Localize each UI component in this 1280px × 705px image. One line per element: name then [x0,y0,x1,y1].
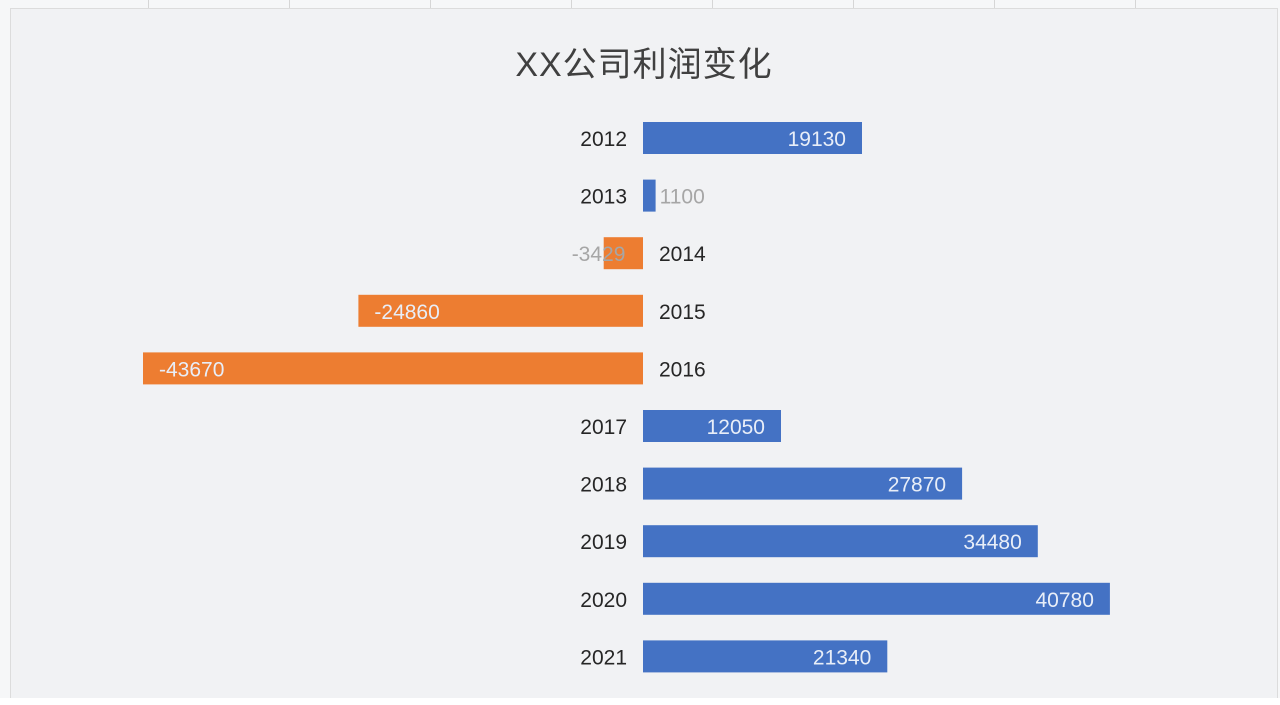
category-label-2012: 2012 [580,128,627,151]
category-label-2021: 2021 [580,646,627,669]
data-label-2013: 1100 [660,186,705,209]
sheet-gridline [571,0,572,10]
data-label-2019: 34480 [963,531,1021,554]
data-label-2012: 19130 [788,128,846,151]
bar-2012[interactable] [643,122,862,154]
category-label-2017: 2017 [580,416,627,439]
data-label-2021: 21340 [813,646,871,669]
bar-2014[interactable] [603,237,643,270]
data-label-2016: -43670 [159,358,224,381]
chart-title: XX公司利润变化 [515,46,773,84]
bar-2016[interactable] [143,352,643,385]
sheet-gridline [430,0,431,10]
sheet-gridline [994,0,995,10]
chart-area[interactable]: XX公司利润变化 2012 19130 2013 1100 2014 -3429 2015 -… [10,8,1278,700]
data-label-2020: 40780 [1035,589,1093,612]
bar-2017[interactable] [643,410,781,442]
data-label-2018: 27870 [888,474,946,497]
category-label-2018: 2018 [580,474,627,497]
data-label-2017: 12050 [707,416,765,439]
category-label-2014: 2014 [659,243,706,266]
category-label-2016: 2016 [659,358,706,381]
data-label-2015: -24860 [374,301,439,324]
sheet-gridline [712,0,713,10]
category-label-2019: 2019 [580,531,627,554]
category-label-2015: 2015 [659,301,706,324]
bar-2015[interactable] [358,294,643,327]
bar-2020[interactable] [643,582,1110,615]
bar-2013[interactable] [643,179,656,212]
sheet-gridline [853,0,854,10]
bar-2021[interactable] [643,640,888,673]
sheet-gridline [148,0,149,10]
data-label-2014: -3429 [572,243,626,266]
sheet-gridline [1135,0,1136,10]
sheet-bottom-strip [0,698,1280,705]
sheet-gridline [289,0,290,10]
bar-chart-plot: 2012 19130 2013 1100 2014 -3429 2015 -24860 2016… [143,122,1110,673]
bar-2018[interactable] [643,467,963,500]
category-label-2013: 2013 [580,186,627,209]
bar-2019[interactable] [643,525,1038,558]
category-label-2020: 2020 [580,589,627,612]
